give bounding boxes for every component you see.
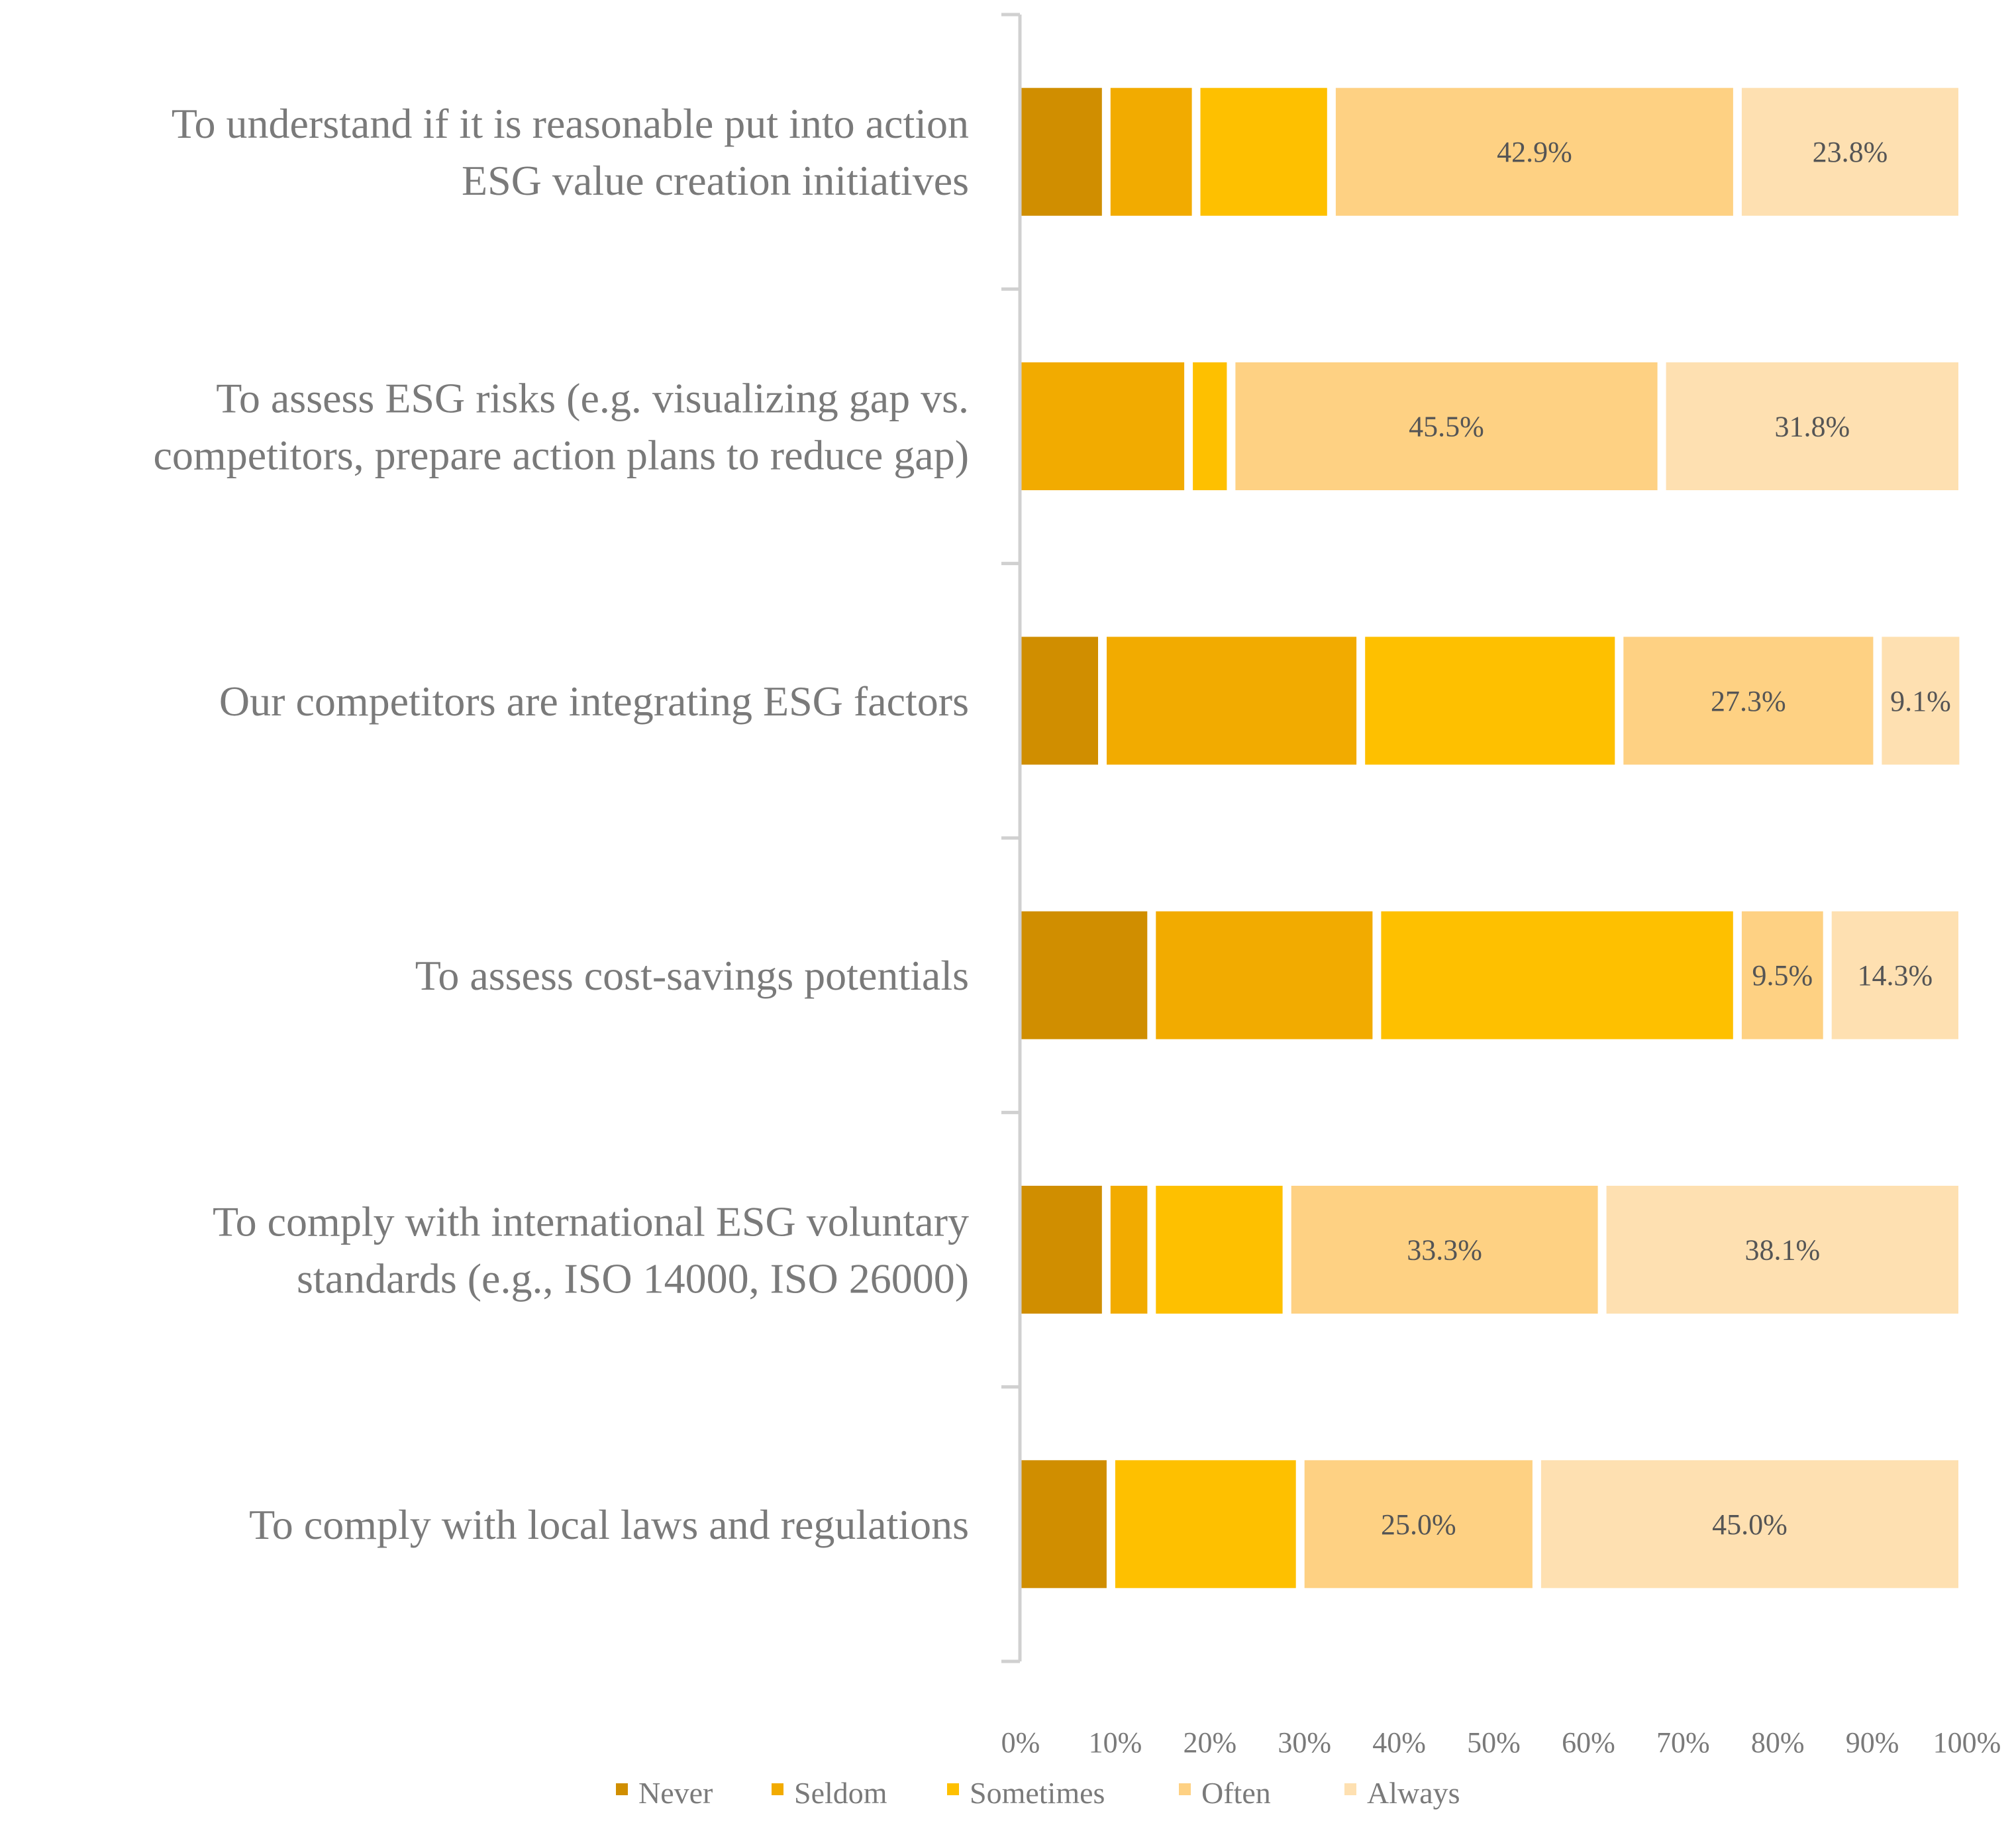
bar-never-3	[1021, 911, 1148, 1039]
bar-often-4	[1291, 1186, 1598, 1314]
category-label-4: To comply with international ESG volunta…	[213, 1198, 969, 1302]
bar-sometimes-2	[1365, 637, 1615, 765]
bar-always-4	[1606, 1186, 1958, 1314]
data-label-often-0: 42.9%	[1497, 136, 1572, 168]
legend-label-seldom: Seldom	[794, 1776, 887, 1810]
data-label-always-4: 38.1%	[1744, 1234, 1820, 1267]
data-label-always-5: 45.0%	[1712, 1508, 1788, 1541]
x-tick-label-6: 60%	[1562, 1726, 1615, 1759]
legend-swatch-never	[616, 1783, 628, 1795]
data-label-often-3: 9.5%	[1752, 959, 1813, 992]
x-axis-tick-labels: 0% 10% 20% 30% 40% 50% 60% 70% 80% 90% 100%	[1001, 1726, 2001, 1759]
bar-seldom-0	[1110, 87, 1192, 216]
bar-often-2	[1623, 637, 1874, 765]
bar-never-0	[1021, 87, 1102, 216]
legend: Never Seldom Sometimes Often Always	[616, 1776, 1460, 1810]
bar-always-1	[1666, 362, 1958, 490]
x-tick-label-0: 0%	[1001, 1726, 1040, 1759]
bar-often-3	[1741, 911, 1823, 1039]
bar-sometimes-1	[1193, 362, 1227, 490]
data-labels-layer: 42.9% 23.8% 45.5% 31.8% 27.3% 9.1% 9.5% 14.3% 33…	[1381, 136, 1951, 1541]
x-tick-label-10: 100%	[1933, 1726, 2001, 1759]
bar-seldom-3	[1156, 911, 1373, 1039]
category-label-5: To comply with local laws and regulation…	[249, 1501, 969, 1548]
data-label-always-2: 9.1%	[1890, 685, 1951, 717]
category-axis	[1001, 13, 1022, 1663]
bar-seldom-4	[1110, 1186, 1148, 1314]
category-label-3: To assess cost-savings potentials	[415, 952, 969, 999]
x-tick-label-3: 30%	[1278, 1726, 1331, 1759]
legend-swatch-sometimes	[947, 1783, 959, 1795]
bar-seldom-1	[1021, 362, 1185, 490]
bar-never-5	[1021, 1460, 1107, 1589]
bar-sometimes-0	[1200, 87, 1327, 216]
bar-often-5	[1304, 1460, 1533, 1589]
legend-label-always: Always	[1367, 1776, 1460, 1810]
bar-often-1	[1235, 362, 1658, 490]
bar-never-4	[1021, 1186, 1102, 1314]
x-tick-label-1: 10%	[1089, 1726, 1142, 1759]
bar-always-5	[1540, 1460, 1958, 1589]
legend-swatch-always	[1344, 1783, 1356, 1795]
legend-label-sometimes: Sometimes	[970, 1776, 1105, 1810]
bar-sometimes-5	[1115, 1460, 1296, 1589]
category-label-0: To understand if it is reasonable put in…	[172, 100, 969, 204]
data-label-often-1: 45.5%	[1409, 411, 1484, 443]
data-label-always-0: 23.8%	[1813, 136, 1888, 168]
bar-sometimes-4	[1156, 1186, 1283, 1314]
data-label-often-5: 25.0%	[1381, 1508, 1456, 1541]
legend-label-never: Never	[638, 1776, 713, 1810]
x-tick-label-2: 20%	[1183, 1726, 1236, 1759]
category-label-1: To assess ESG risks (e.g. visualizing ga…	[154, 375, 970, 479]
x-tick-label-5: 50%	[1467, 1726, 1521, 1759]
data-label-often-4: 33.3%	[1407, 1234, 1482, 1267]
bars-layer	[1021, 87, 1960, 1589]
bar-seldom-2	[1107, 637, 1357, 765]
data-label-always-3: 14.3%	[1857, 959, 1933, 992]
bar-never-2	[1021, 637, 1098, 765]
category-labels: To understand if it is reasonable put in…	[154, 100, 970, 1548]
x-tick-label-4: 40%	[1372, 1726, 1426, 1759]
category-label-2: Our competitors are integrating ESG fact…	[219, 678, 969, 725]
data-label-often-2: 27.3%	[1711, 685, 1786, 717]
legend-swatch-seldom	[772, 1783, 783, 1795]
bar-always-2	[1882, 637, 1960, 765]
x-tick-label-9: 90%	[1846, 1726, 1899, 1759]
x-tick-label-8: 80%	[1751, 1726, 1805, 1759]
bar-often-0	[1335, 87, 1733, 216]
legend-swatch-often	[1179, 1783, 1191, 1795]
x-tick-label-7: 70%	[1656, 1726, 1710, 1759]
bar-sometimes-3	[1381, 911, 1733, 1039]
data-label-always-1: 31.8%	[1774, 411, 1850, 443]
bar-always-3	[1831, 911, 1958, 1039]
legend-label-often: Often	[1201, 1776, 1271, 1810]
bar-always-0	[1741, 87, 1958, 216]
